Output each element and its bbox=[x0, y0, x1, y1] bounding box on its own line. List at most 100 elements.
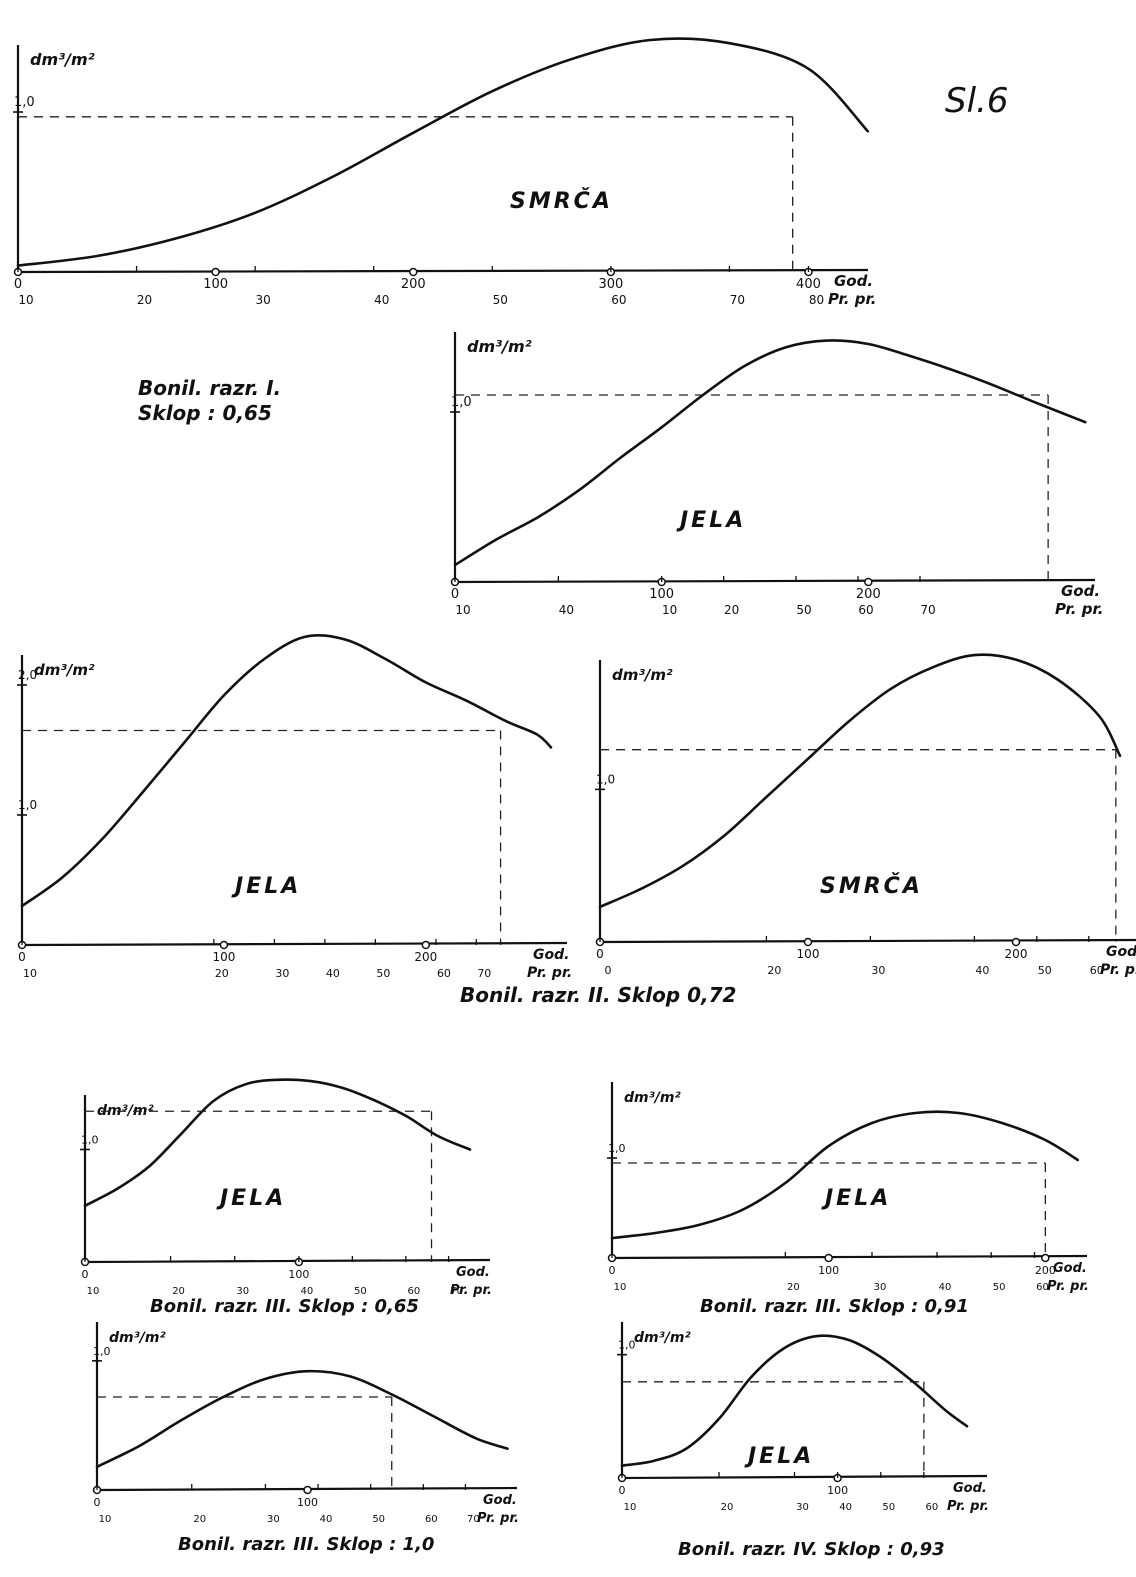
chart-panel-jela-2: dm³/m² 1,0 2,0 0 100 200 10 20 30 40 50 60 70 God. Pr.… bbox=[17, 633, 572, 981]
chart-panel-jela-1: dm³/m² 1,0 0 100 200 10 40 10 20 50 60 70 God.Pr. pr… bbox=[450, 332, 1103, 618]
y-tick-label: 1,0 bbox=[18, 798, 37, 812]
y-axis-label: dm³/m² bbox=[624, 1090, 681, 1106]
x-tick-label-age: 0 bbox=[82, 1268, 89, 1281]
x-tick-label-pr: 60 bbox=[1090, 964, 1104, 977]
x-tick-marker bbox=[1041, 1253, 1050, 1263]
x-tick-marker bbox=[824, 1253, 833, 1263]
x-axis bbox=[454, 578, 1096, 584]
chart-title: JELA bbox=[676, 508, 746, 533]
x-tick-label-pr: 10 bbox=[614, 1282, 627, 1293]
x-axis bbox=[17, 268, 869, 274]
x-axis bbox=[84, 1258, 491, 1264]
series-line bbox=[95, 1369, 509, 1469]
series-line bbox=[453, 339, 1087, 567]
caption-sklop-1: Sklop : 0,65 bbox=[138, 401, 272, 425]
x-axis-label-god: God. bbox=[483, 1493, 517, 1508]
x-tick-label-pr: 50 bbox=[993, 1282, 1006, 1293]
x-tick-label-pr: 70 bbox=[920, 603, 935, 617]
x-axis-label-pr: Pr. pr. bbox=[1055, 600, 1103, 618]
x-axis bbox=[599, 938, 1136, 944]
x-tick-label-pr: 50 bbox=[493, 293, 508, 307]
x-axis-label-god: God. bbox=[953, 1481, 987, 1496]
chart-title: SMRČA bbox=[820, 873, 923, 899]
x-axis-label-pr: Pr. pr. bbox=[828, 290, 876, 308]
series-line bbox=[610, 1110, 1080, 1240]
chart-caption: Bonil. razr. III. Sklop : 0,91 bbox=[700, 1296, 969, 1317]
x-tick-label-pr: 20 bbox=[193, 1514, 206, 1525]
x-tick-label-pr: 30 bbox=[267, 1514, 280, 1525]
x-tick-label-age: 100 bbox=[203, 277, 228, 292]
series-line bbox=[83, 1078, 472, 1208]
y-axis-label: dm³/m² bbox=[34, 661, 95, 679]
x-axis bbox=[611, 1254, 1088, 1260]
chart-title: SMRČA bbox=[510, 188, 613, 214]
x-tick-label-pr: 70 bbox=[477, 967, 491, 980]
x-axis-label-god: God. bbox=[834, 272, 873, 290]
x-tick-label-pr: 10 bbox=[18, 293, 33, 307]
x-axis bbox=[621, 1474, 988, 1480]
x-tick-label-age: 0 bbox=[596, 947, 604, 961]
series-line bbox=[620, 1334, 969, 1467]
x-tick-label-pr: 30 bbox=[871, 964, 885, 977]
x-tick-label-age: 100 bbox=[649, 587, 674, 602]
x-tick-label-pr: 40 bbox=[939, 1282, 952, 1293]
x-tick-label-pr: 30 bbox=[874, 1282, 887, 1293]
x-axis-label-pr: Pr. pr. bbox=[1100, 962, 1136, 978]
y-axis-label: dm³/m² bbox=[467, 337, 532, 356]
x-tick-label-pr: 40 bbox=[320, 1514, 333, 1525]
x-tick-marker bbox=[211, 267, 220, 277]
x-tick-marker bbox=[803, 937, 813, 947]
x-tick-marker bbox=[1011, 937, 1021, 947]
x-tick-marker bbox=[421, 940, 431, 950]
y-tick-label: 1,0 bbox=[596, 772, 615, 786]
x-tick-label-pr: 20 bbox=[787, 1282, 800, 1293]
x-axis-label-god: God. bbox=[1061, 582, 1100, 600]
x-tick-label-age: 0 bbox=[18, 950, 26, 964]
y-tick-label: 1,0 bbox=[14, 95, 35, 110]
x-tick-label-pr: 70 bbox=[450, 1286, 463, 1297]
x-tick-label-pr: 50 bbox=[796, 603, 811, 617]
x-tick-label-pr: 20 bbox=[172, 1286, 185, 1297]
x-axis bbox=[21, 941, 568, 947]
x-tick-label-age: 0 bbox=[619, 1484, 626, 1497]
x-axis-label-pr: Pr. pr. bbox=[1047, 1279, 1089, 1294]
x-tick-label-pr: 60 bbox=[858, 603, 873, 617]
x-tick-label-pr: 20 bbox=[215, 967, 229, 980]
x-tick-label-age: 100 bbox=[818, 1264, 839, 1277]
x-tick-label-pr: 30 bbox=[275, 967, 289, 980]
series-line bbox=[16, 37, 870, 267]
y-tick-label: 1,0 bbox=[93, 1345, 111, 1358]
x-tick-label-pr: 30 bbox=[796, 1502, 809, 1513]
chart-caption: Bonil. razr. IV. Sklop : 0,93 bbox=[678, 1539, 945, 1560]
x-tick-label-pr: 10 bbox=[99, 1514, 112, 1525]
x-tick-label-age: 100 bbox=[297, 1496, 318, 1509]
x-tick-label-age: 100 bbox=[827, 1484, 848, 1497]
y-tick-label: 1,0 bbox=[81, 1134, 99, 1147]
x-tick-label-age: 100 bbox=[212, 950, 235, 964]
caption-bonil-2: Bonil. razr. II. Sklop 0,72 bbox=[460, 983, 736, 1007]
y-tick-label: 1,0 bbox=[451, 395, 472, 410]
x-tick-label-pr: 20 bbox=[724, 603, 739, 617]
chart-panel-smrca-1: dm³/m² 1,0 0 100 200 300 400 10 20 30 40 50 60 70 80 Go… bbox=[13, 37, 876, 308]
y-tick-label: 1,0 bbox=[608, 1142, 626, 1155]
x-tick-label-age: 200 bbox=[856, 587, 881, 602]
x-tick-label-age: 0 bbox=[94, 1496, 101, 1509]
x-tick-label-pr: 50 bbox=[354, 1286, 367, 1297]
x-tick-label-pr: 40 bbox=[975, 964, 989, 977]
series-line bbox=[20, 633, 553, 908]
chart-panel-jela-6: dm³/m²1,0 0 100 10 20 30 40 50 60 God. Pr. pr. JELA… bbox=[617, 1322, 989, 1560]
chart-title: JELA bbox=[216, 1186, 286, 1211]
x-tick-label-pr: 60 bbox=[437, 967, 451, 980]
x-tick-label-age: 0 bbox=[609, 1264, 616, 1277]
x-tick-label-pr: 20 bbox=[767, 964, 781, 977]
x-tick-label-pr: 60 bbox=[611, 293, 626, 307]
chart-title: JELA bbox=[821, 1186, 891, 1211]
x-tick-label-pr: 10 bbox=[624, 1502, 637, 1513]
x-tick-label-pr: 30 bbox=[236, 1286, 249, 1297]
x-tick-label-pr: 60 bbox=[407, 1286, 420, 1297]
x-tick-label-age: 200 bbox=[1005, 947, 1028, 961]
x-tick-marker bbox=[303, 1485, 312, 1495]
x-tick-label-age: 300 bbox=[598, 277, 623, 292]
